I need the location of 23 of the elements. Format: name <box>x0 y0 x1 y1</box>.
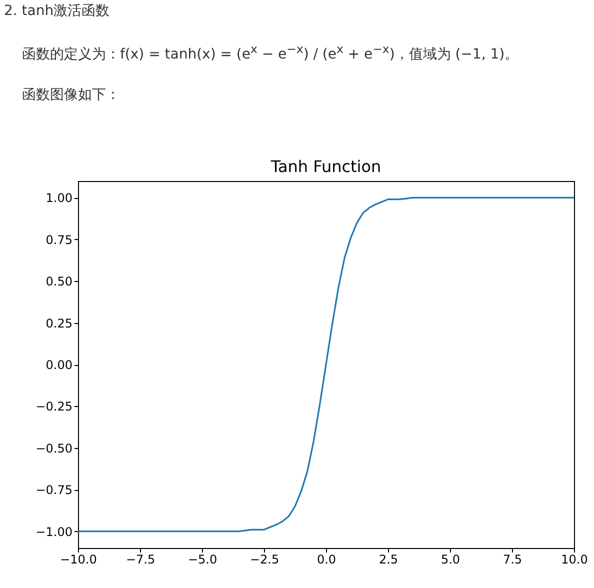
y-tick-label: −0.50 <box>36 441 72 456</box>
text: 函数图像如下： <box>22 86 121 104</box>
x-tick-label: 5.0 <box>440 552 460 566</box>
y-tick-label: 1.00 <box>46 191 72 206</box>
y-tick-label: 0.25 <box>46 316 72 330</box>
text: 2. tanh激活函数 <box>4 2 111 20</box>
y-tick-label: −1.00 <box>36 524 72 539</box>
x-tick-label: 2.5 <box>378 552 398 566</box>
x-tick-label: −10.0 <box>60 552 97 566</box>
y-tick-label: 0.75 <box>46 232 72 247</box>
text: 函数的定义为：f(x) = tanh(x) = (e$^{x}$ − e$^{−x}$) / (e$^{x}$ + e$^{−x}$)，值域为 (−1, 1)。 <box>22 42 519 63</box>
x-tick-label: 0.0 <box>316 552 336 566</box>
line-series <box>77 196 575 532</box>
y-tick-label: −0.25 <box>36 400 72 414</box>
x-tick-label: −5.0 <box>188 552 218 566</box>
x-tick-label: −2.5 <box>250 552 280 566</box>
y-tick-label: −0.75 <box>36 483 72 498</box>
chart-title: Tanh Function <box>270 157 382 176</box>
x-tick-label: 7.5 <box>502 552 522 566</box>
x-tick-label: −7.5 <box>126 552 156 566</box>
y-tick-label: 0.00 <box>46 358 72 372</box>
x-tick-label: 10.0 <box>561 552 588 566</box>
y-tick-label: 0.50 <box>46 274 72 289</box>
